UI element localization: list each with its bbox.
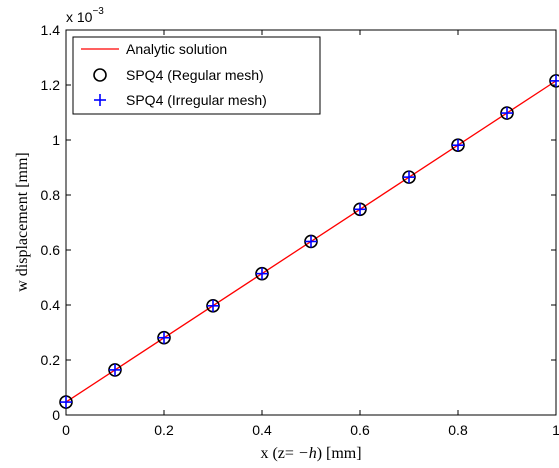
x-tick-label: 0.6 xyxy=(350,422,370,438)
legend-marker-irregular-mesh xyxy=(94,94,106,106)
x-tick-label: 0 xyxy=(62,422,70,438)
legend-label-regular-mesh: SPQ4 (Regular mesh) xyxy=(126,67,264,83)
y-tick-label: 1 xyxy=(52,132,60,148)
legend-marker-regular-mesh xyxy=(93,68,107,82)
x-axis-title-part-1: x (z= xyxy=(260,445,297,462)
y-tick-labels: 0 0.2 0.4 0.6 0.8 1 1.2 1.4 xyxy=(41,22,61,423)
point-irregular-mesh xyxy=(109,363,121,376)
x-tick-label: 0.4 xyxy=(252,422,272,438)
x-axis-title: x (z= −h) [mm] xyxy=(260,445,361,462)
legend-box xyxy=(72,36,321,115)
y-tick-label: 0.6 xyxy=(41,242,61,258)
y-multiplier-base: x 10 xyxy=(66,9,93,25)
point-irregular-mesh xyxy=(256,267,268,280)
point-irregular-mesh xyxy=(501,107,513,120)
point-irregular-mesh xyxy=(452,139,464,152)
x-tick-label: 1 xyxy=(552,422,559,438)
x-tick-label: 0.8 xyxy=(448,422,468,438)
y-tick-label: 0.8 xyxy=(41,187,61,203)
y-multiplier: x 10−3 xyxy=(66,6,104,25)
legend: Analytic solution SPQ4 (Regular mesh) SP… xyxy=(72,36,321,115)
y-tick-label: 0.4 xyxy=(41,297,61,313)
x-axis-title-part-2: −h xyxy=(298,445,317,462)
y-multiplier-exponent: −3 xyxy=(92,6,104,17)
axis-ticks xyxy=(65,29,557,416)
legend-label-irregular-mesh: SPQ4 (Irregular mesh) xyxy=(126,92,267,108)
x-tick-labels: 0 0.2 0.4 0.6 0.8 1 xyxy=(62,422,559,438)
point-irregular-mesh xyxy=(207,299,219,312)
point-irregular-mesh xyxy=(60,396,72,409)
y-tick-label: 0.2 xyxy=(41,352,61,368)
series-layer xyxy=(59,74,559,409)
point-irregular-mesh xyxy=(550,74,559,87)
y-tick-label: 1.2 xyxy=(41,77,61,93)
y-tick-label: 0 xyxy=(52,407,60,423)
x-tick-label: 0.2 xyxy=(154,422,174,438)
point-irregular-mesh xyxy=(158,331,170,344)
x-axis-title-part-3: ) [mm] xyxy=(317,445,362,462)
point-irregular-mesh xyxy=(354,203,366,216)
point-irregular-mesh xyxy=(305,235,317,248)
legend-label-analytic: Analytic solution xyxy=(126,41,227,57)
point-irregular-mesh xyxy=(403,171,415,184)
y-tick-label: 1.4 xyxy=(41,22,61,38)
y-axis-title: w displacement [mm] xyxy=(14,152,31,292)
